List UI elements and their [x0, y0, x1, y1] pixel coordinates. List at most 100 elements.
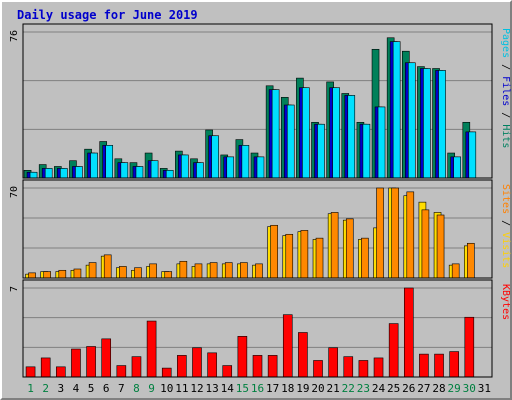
- bar-kbytes: [56, 366, 66, 378]
- bar-kbytes: [71, 348, 81, 378]
- bar-sites: [28, 272, 36, 279]
- x-tick-label: 27: [417, 382, 430, 395]
- bar-sites: [224, 262, 233, 279]
- bar-pages: [256, 156, 265, 179]
- bar-kbytes: [146, 320, 157, 378]
- bar-kbytes: [358, 360, 369, 378]
- panel-bottom-border: [22, 279, 493, 378]
- bar-kbytes: [116, 365, 127, 378]
- bar-kbytes: [40, 357, 51, 378]
- bar-kbytes: [373, 357, 384, 378]
- bar-kbytes: [282, 314, 293, 378]
- bar-pages: [438, 70, 446, 179]
- x-tick-label: 6: [103, 382, 110, 395]
- bar-pages: [286, 104, 295, 179]
- bar-sites: [179, 260, 188, 279]
- bar-sites: [73, 268, 82, 279]
- bar-kbytes: [86, 346, 96, 378]
- x-tick-label: 29: [448, 382, 461, 395]
- bar-kbytes: [434, 353, 444, 378]
- bar-sites: [255, 263, 263, 279]
- bar-sites: [300, 230, 309, 279]
- legend-/: /: [500, 214, 511, 232]
- bar-kbytes: [131, 356, 142, 378]
- x-tick-label: 8: [133, 382, 140, 395]
- panel-legend: Pages / Files / Hits: [500, 28, 511, 148]
- x-tick-label: 28: [432, 382, 445, 395]
- x-tick-label: 14: [221, 382, 235, 395]
- x-tick-label: 23: [357, 382, 370, 395]
- bar-sites: [164, 271, 173, 279]
- bar-kbytes: [403, 287, 414, 378]
- legend-files: Files: [500, 76, 511, 106]
- bar-pages: [196, 162, 204, 179]
- bar-kbytes: [25, 366, 36, 378]
- bar-pages: [423, 68, 431, 179]
- bar-sites: [391, 187, 399, 279]
- legend-/: /: [500, 106, 511, 124]
- legend-visits: Visits: [500, 232, 511, 268]
- bar-sites: [119, 266, 127, 279]
- bar-sites: [361, 237, 369, 279]
- bar-pages: [60, 168, 68, 179]
- legend-hits: Hits: [500, 124, 511, 148]
- bar-pages: [347, 95, 356, 179]
- bar-pages: [44, 168, 53, 179]
- bar-kbytes: [388, 323, 399, 378]
- x-tick-label: 26: [402, 382, 415, 395]
- bar-pages: [453, 156, 461, 179]
- bar-pages: [302, 87, 310, 179]
- legend-pages: Pages: [500, 28, 511, 58]
- x-tick-label: 16: [251, 382, 264, 395]
- bar-sites: [285, 233, 294, 279]
- bar-kbytes: [177, 355, 187, 378]
- x-tick-label: 18: [281, 382, 294, 395]
- y-max-label: 7: [9, 286, 20, 292]
- x-tick-label: 13: [205, 382, 218, 395]
- bar-kbytes: [192, 347, 202, 378]
- bar-sites: [58, 269, 67, 279]
- y-max-label: 76: [9, 30, 20, 42]
- x-tick-label: 12: [190, 382, 203, 395]
- y-max-label: 70: [9, 186, 20, 198]
- x-tick-label: 1: [27, 382, 34, 395]
- panel-legend: Sites / Visits: [500, 184, 511, 268]
- legend-sites: Sites: [500, 184, 511, 214]
- bar-kbytes: [328, 347, 338, 378]
- bar-sites: [406, 191, 415, 279]
- bar-pages: [271, 89, 280, 179]
- bar-pages: [29, 171, 38, 179]
- bar-pages: [105, 145, 114, 179]
- x-tick-label: 3: [58, 382, 65, 395]
- bar-pages: [135, 166, 144, 179]
- x-tick-label: 5: [88, 382, 95, 395]
- bar-pages: [241, 145, 250, 179]
- bar-sites: [376, 187, 384, 279]
- bar-sites: [270, 224, 278, 279]
- bar-kbytes: [419, 353, 429, 378]
- x-tick-label: 2: [42, 382, 49, 395]
- legend-/: /: [500, 58, 511, 76]
- x-tick-label: 9: [148, 382, 155, 395]
- bar-kbytes: [449, 351, 459, 378]
- bar-sites: [134, 267, 142, 279]
- x-tick-label: 24: [372, 382, 386, 395]
- bar-pages: [150, 160, 159, 179]
- bar-pages: [165, 170, 174, 179]
- bar-pages: [226, 156, 235, 179]
- bar-kbytes: [298, 332, 308, 378]
- bar-sites: [43, 271, 51, 279]
- x-tick-label: 10: [160, 382, 173, 395]
- bar-sites: [209, 262, 218, 279]
- panel-top-border: [22, 23, 493, 179]
- x-tick-label: 31: [478, 382, 491, 395]
- bar-kbytes: [161, 367, 172, 378]
- bar-pages: [377, 106, 386, 179]
- bar-sites: [315, 237, 324, 279]
- x-tick-label: 19: [296, 382, 309, 395]
- x-tick-label: 7: [118, 382, 125, 395]
- legend-kbytes: KBytes: [500, 284, 511, 320]
- bar-sites: [149, 263, 157, 279]
- bar-kbytes: [222, 365, 233, 378]
